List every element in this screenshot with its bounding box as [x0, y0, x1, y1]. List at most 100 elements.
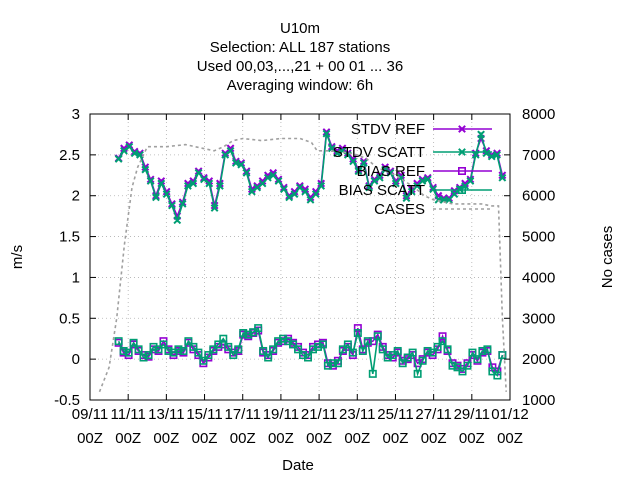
data-point	[164, 346, 173, 355]
y2-tick-label: 5000	[522, 229, 555, 246]
legend-label-cases: CASES	[374, 201, 425, 218]
data-point	[174, 345, 183, 354]
data-point	[189, 342, 198, 351]
data-point	[209, 345, 218, 354]
plot-border	[89, 113, 511, 401]
title-line-4: Averaging window: 6h	[227, 77, 373, 94]
data-point	[179, 346, 188, 355]
data-point	[373, 332, 382, 341]
data-point	[468, 348, 477, 357]
series-line-cases	[98, 137, 507, 393]
data-point	[285, 193, 294, 202]
data-point	[301, 185, 310, 194]
y-tick-label: 0	[72, 351, 80, 368]
data-point	[407, 187, 416, 196]
y2-tick-label: 2000	[522, 351, 555, 368]
data-point	[295, 182, 304, 190]
data-point	[445, 195, 453, 204]
data-point	[194, 348, 203, 357]
series-stdv-ref	[114, 128, 507, 221]
y2-axis-label: No cases	[599, 226, 616, 289]
data-point	[388, 351, 397, 360]
data-point	[333, 149, 342, 158]
data-point	[224, 342, 233, 351]
y-tick-label: -0.5	[54, 392, 80, 409]
data-point	[493, 150, 501, 159]
data-point	[210, 204, 219, 212]
data-point	[473, 355, 482, 364]
data-point	[363, 337, 372, 346]
y2-axis-ticks: 1000 2000 3000 4000 5000 6000 7000 8000	[504, 106, 555, 409]
data-point	[378, 345, 387, 354]
data-point	[129, 338, 138, 347]
data-point	[402, 194, 411, 203]
data-point	[269, 171, 278, 180]
data-point	[194, 168, 203, 177]
data-point	[393, 346, 402, 355]
data-point	[438, 332, 447, 341]
data-point	[438, 337, 447, 346]
data-point	[328, 359, 337, 368]
x-tick-label: 00Z	[383, 430, 409, 447]
legend-label-stdv-scatt: STDV SCATT	[333, 144, 425, 161]
y-tick-label: 3	[72, 106, 80, 123]
data-point	[154, 345, 163, 354]
title-line-2: Selection: ALL 187 stations	[210, 39, 390, 56]
data-point	[386, 168, 395, 177]
x-tick-label: 19/11	[263, 406, 299, 423]
data-point	[483, 345, 492, 354]
y2-tick-label: 1000	[522, 392, 555, 409]
x-tick-label: 00Z	[153, 430, 179, 447]
data-point	[317, 182, 326, 190]
data-point	[146, 177, 155, 185]
series-line-stdv-ref	[117, 131, 504, 219]
data-point	[184, 337, 193, 346]
data-point	[157, 179, 166, 188]
chart-title: U10m Selection: ALL 187 stations Used 00…	[197, 20, 403, 94]
data-point	[433, 342, 442, 351]
title-line-1: U10m	[280, 20, 320, 37]
data-point	[343, 149, 352, 158]
data-point	[114, 337, 123, 346]
data-point	[306, 195, 315, 204]
data-point	[239, 328, 248, 337]
data-point	[418, 177, 427, 185]
legend-label-stdv-ref: STDV REF	[351, 121, 425, 138]
data-point	[348, 348, 357, 357]
y2-tick-label: 6000	[522, 188, 555, 205]
data-point	[134, 345, 143, 354]
y2-tick-label: 3000	[522, 310, 555, 327]
data-point	[178, 199, 187, 208]
y-tick-label: 1	[72, 269, 80, 286]
data-point	[368, 337, 377, 346]
data-point	[368, 369, 377, 378]
data-point	[204, 351, 213, 360]
legend: STDV REF STDV SCATT BIAS REF BIAS SCATT CASE…	[333, 121, 492, 218]
data-point	[152, 193, 160, 202]
data-point	[353, 328, 362, 337]
data-point	[205, 179, 214, 188]
data-point	[258, 177, 267, 185]
data-point	[423, 346, 432, 355]
data-point	[333, 359, 342, 368]
x-tick-label: 00Z	[115, 430, 141, 447]
data-point	[120, 144, 128, 153]
x-tick-label: 01/12	[491, 406, 529, 423]
series-cases	[98, 137, 507, 393]
data-point	[144, 351, 153, 360]
data-point	[453, 363, 462, 372]
data-point	[168, 201, 176, 210]
series-line-bias-scatt	[117, 326, 504, 377]
series-layer	[98, 128, 507, 393]
y-axis-label: m/s	[9, 245, 26, 269]
data-point	[226, 144, 235, 153]
data-point	[358, 346, 367, 355]
y-tick-label: 2.5	[59, 147, 80, 164]
legend-label-bias-ref: BIAS REF	[357, 163, 425, 180]
data-point	[301, 187, 310, 196]
data-point	[458, 367, 467, 376]
legend-marker-stdv-ref	[458, 125, 466, 133]
x-tick-label: 00Z	[497, 430, 523, 447]
data-point	[403, 353, 412, 362]
y-axis-ticks: -0.5 0 0.5 1 1.5 2 2.5 3	[54, 106, 96, 409]
